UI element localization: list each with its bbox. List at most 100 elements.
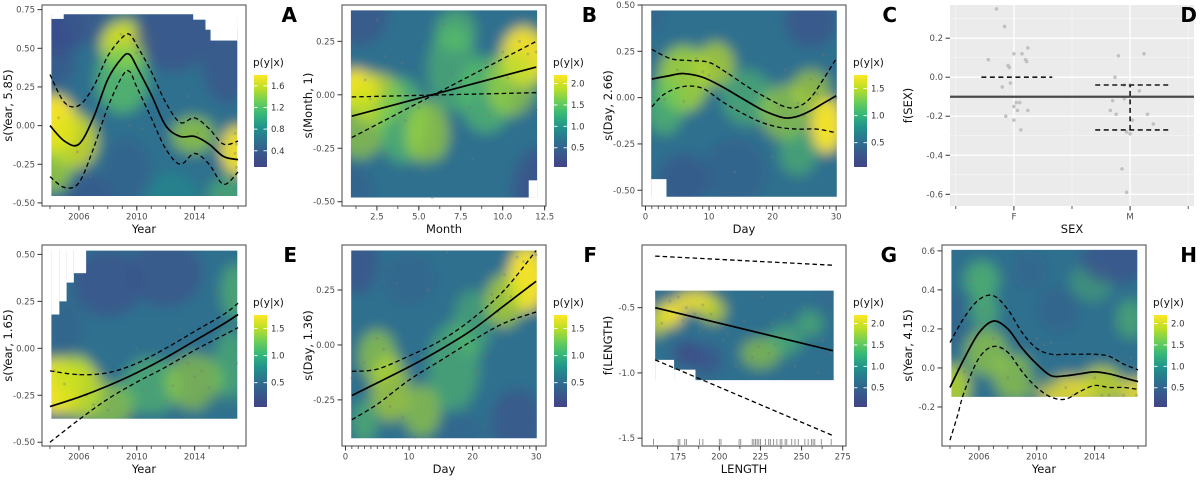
y-tick-label: 0.25 bbox=[616, 47, 635, 57]
legend-tick-label: 0.4 bbox=[271, 147, 285, 157]
y-tick-label: 0.25 bbox=[316, 286, 335, 296]
x-tick-label: 2010 bbox=[126, 453, 148, 463]
y-tick-label: 0.00 bbox=[16, 344, 35, 354]
x-tick-label: 250 bbox=[793, 453, 809, 463]
y-tick-label: -0.50 bbox=[613, 186, 635, 196]
x-tick-label: 2014 bbox=[1084, 453, 1106, 463]
no-data-cutout bbox=[59, 248, 67, 302]
legend-tick-label: 1.0 bbox=[1171, 362, 1185, 372]
panel-F-canvas: 0 10 20 30 Day 0.25 0.00 -0.25 s(Day, 1.36) p(y|x… bbox=[301, 243, 597, 476]
x-tick-label: 200 bbox=[711, 453, 727, 463]
y-axis-title: s(Day, 2.66) bbox=[601, 70, 615, 141]
panel-label-A: A bbox=[282, 3, 298, 27]
panel-label-G: G bbox=[881, 243, 897, 267]
data-points bbox=[955, 278, 1139, 397]
confidence-band-line bbox=[351, 250, 537, 372]
panel-label-E: E bbox=[283, 243, 297, 267]
x-tick-label: 2014 bbox=[184, 213, 206, 223]
y-axis: 0.2 0.0 -0.2 -0.4 -0.6 f(SEX) bbox=[901, 34, 950, 200]
y-tick-label: -0.50 bbox=[13, 438, 35, 448]
legend-tick-label: 1.0 bbox=[571, 122, 585, 132]
legend-tick-label: 0.5 bbox=[1171, 384, 1185, 394]
x-axis: F M SEX bbox=[955, 206, 1189, 236]
legend-tick-label: 1.0 bbox=[871, 362, 885, 372]
panel-B-canvas: 2.5 5.0 7.5 10.0 12.5 Month 0.25 0.00 -0.25 -0.50… bbox=[301, 3, 597, 236]
data-points bbox=[52, 266, 239, 416]
y-tick-label: 0.6 bbox=[921, 247, 935, 257]
density-heatmap bbox=[350, 10, 538, 198]
y-axis-title: s(Year, 1.65) bbox=[1, 309, 15, 381]
x-tick-label: 2.5 bbox=[370, 213, 384, 223]
y-tick-label: 0.25 bbox=[16, 297, 35, 307]
x-tick-label: 0 bbox=[343, 453, 348, 463]
x-tick-label: 12.5 bbox=[535, 213, 554, 223]
x-tick-label: 30 bbox=[531, 453, 542, 463]
panel-E-canvas: 2006 2010 2014 Year 0.50 0.25 0.00 -0.25 -0.50 s(… bbox=[1, 243, 297, 476]
gridlines bbox=[950, 5, 1194, 206]
x-tick-label: 10.0 bbox=[493, 213, 512, 223]
x-axis-title: Year bbox=[131, 222, 157, 236]
x-axis-title: LENGTH bbox=[721, 462, 767, 476]
panel-border bbox=[641, 244, 847, 447]
no-data-cutout bbox=[528, 180, 538, 198]
panel-border bbox=[41, 244, 247, 447]
legend-title: p(y|x) bbox=[1153, 297, 1184, 309]
x-axis: 2006 2010 2014 Year bbox=[49, 206, 239, 236]
y-tick-label: 0.2 bbox=[921, 325, 935, 335]
y-tick-label: 0.0 bbox=[929, 73, 943, 83]
x-axis: 2006 2010 2014 Year bbox=[49, 446, 239, 476]
x-tick-label: 2010 bbox=[126, 213, 148, 223]
panel-A: 2006 2010 2014 Year 0.75 0.50 0.25 0.00 -0.25 -0.… bbox=[0, 0, 300, 240]
confidence-band-line bbox=[49, 33, 239, 146]
colorbar bbox=[1154, 315, 1167, 407]
y-axis: 0.75 0.50 0.25 0.00 -0.25 -0.50 s(Year, 5.85) bbox=[1, 6, 42, 209]
y-tick-label: -0.25 bbox=[313, 144, 335, 154]
smooth-estimate-line bbox=[654, 306, 834, 352]
data-points bbox=[986, 7, 1156, 195]
legend-tick-label: 2.0 bbox=[1171, 320, 1185, 330]
panel-D: F M SEX 0.2 0.0 -0.2 -0.4 -0.6 f(SEX) D bbox=[900, 0, 1200, 240]
x-axis: 2.5 5.0 7.5 10.0 12.5 Month bbox=[355, 206, 554, 236]
panel-border bbox=[41, 4, 247, 207]
y-axis: 0.50 0.25 0.00 -0.25 -0.50 s(Day, 2.66) bbox=[601, 1, 642, 196]
x-axis-title: Year bbox=[131, 462, 157, 476]
density-heatmap bbox=[51, 250, 238, 419]
y-tick-label: 0.4 bbox=[921, 286, 935, 296]
no-data-cutout bbox=[651, 179, 667, 199]
colorbar bbox=[854, 75, 867, 167]
density-heatmap bbox=[51, 14, 238, 196]
legend-tick-label: 1.5 bbox=[571, 325, 585, 335]
y-tick-label: -0.5 bbox=[618, 304, 635, 314]
x-axis-title: Month bbox=[426, 222, 462, 236]
y-axis: 0.25 0.00 -0.25 -0.50 s(Month, 1) bbox=[301, 37, 342, 208]
x-tick-label: 2014 bbox=[184, 453, 206, 463]
y-tick-label: -1.0 bbox=[618, 369, 635, 379]
smooth-estimate-line bbox=[351, 66, 537, 118]
y-axis-title: s(Year, 4.15) bbox=[901, 309, 915, 381]
colorbar-legend: p(y|x) 2.0 1.5 1.0 0.5 bbox=[553, 57, 585, 167]
smooth-estimate-line bbox=[351, 280, 537, 397]
y-tick-label: 0.00 bbox=[616, 94, 635, 104]
legend-title: p(y|x) bbox=[553, 297, 584, 309]
smooth-curves bbox=[49, 33, 239, 189]
colorbar bbox=[554, 75, 567, 167]
density-heatmap bbox=[651, 10, 837, 197]
data-points bbox=[656, 36, 838, 174]
colorbar-legend: p(y|x) 1.5 1.0 0.5 bbox=[253, 297, 285, 407]
confidence-band-line bbox=[655, 255, 833, 266]
legend-tick-label: 2.0 bbox=[871, 320, 885, 330]
y-axis-title: f(SEX) bbox=[901, 88, 915, 123]
panel-C-canvas: 0 10 20 30 Day 0.50 0.25 0.00 -0.25 -0.50 s(Day, 2… bbox=[601, 1, 897, 236]
y-tick-label: 0.50 bbox=[16, 250, 35, 260]
x-tick-label: 2006 bbox=[68, 453, 90, 463]
panel-label-D: D bbox=[1180, 3, 1197, 27]
smooth-estimate-line bbox=[949, 320, 1139, 388]
x-tick-label: 10 bbox=[704, 213, 715, 223]
x-tick-label: 30 bbox=[831, 213, 842, 223]
x-tick-label: 2006 bbox=[968, 453, 990, 463]
no-data-cutout bbox=[51, 3, 64, 19]
confidence-band-line bbox=[651, 48, 837, 109]
y-tick-label: -0.25 bbox=[13, 391, 35, 401]
data-points bbox=[57, 14, 239, 196]
x-axis-title: Day bbox=[433, 462, 456, 476]
